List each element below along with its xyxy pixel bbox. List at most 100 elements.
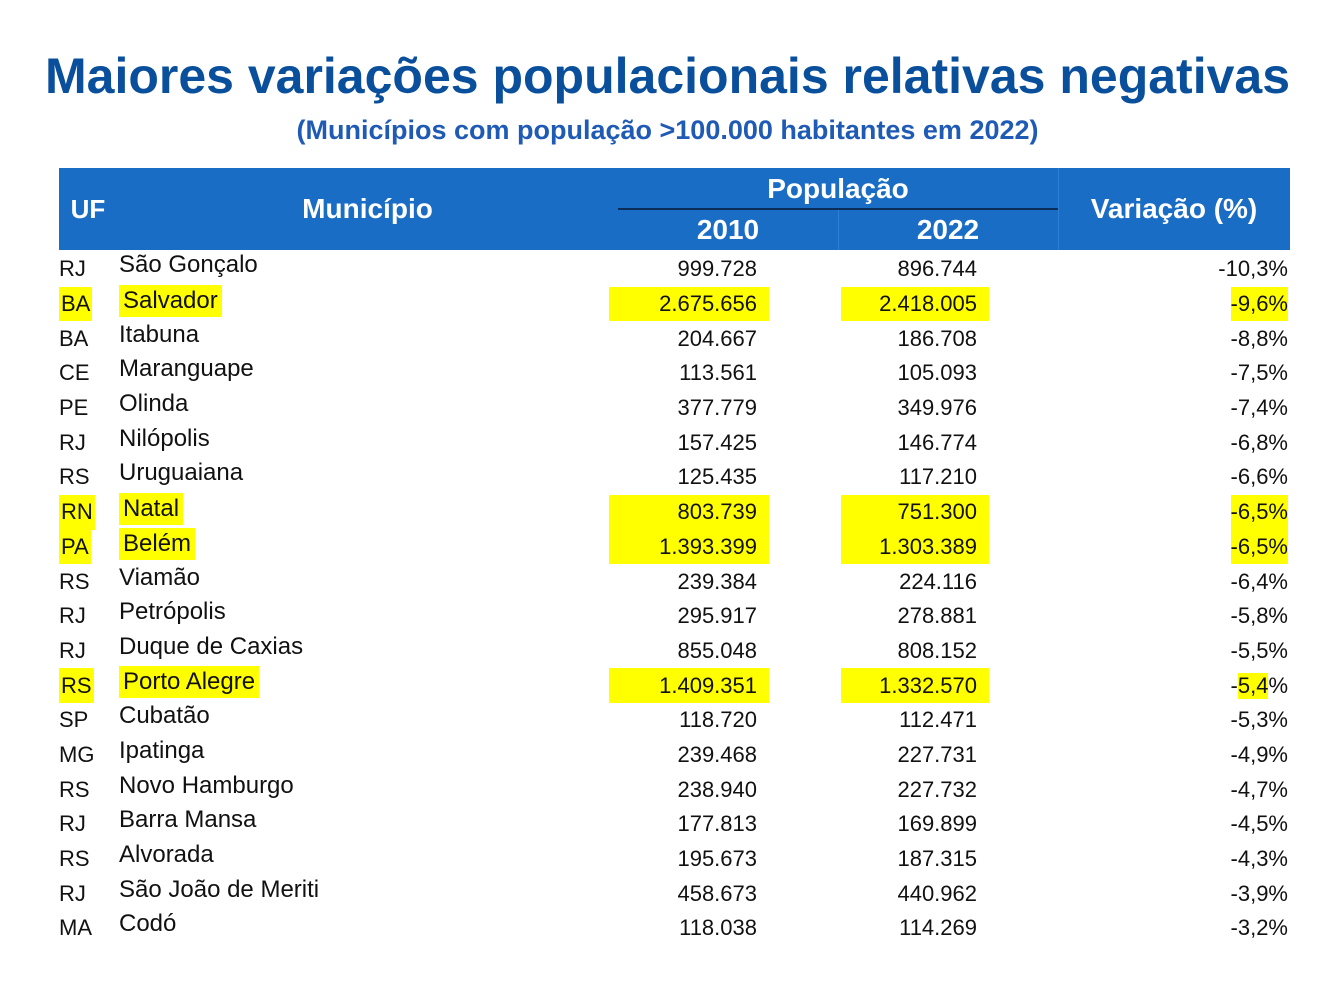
cell-population-2022: 440.962	[897, 880, 977, 906]
cell-variacao: -4,3%	[1230, 846, 1288, 872]
cell-population-2022: 278.881	[897, 603, 977, 629]
cell-population-2022: 808.152	[897, 637, 977, 663]
cell-uf: RJ	[59, 429, 86, 455]
cell-population-2022: 1.332.570	[841, 668, 989, 703]
cell-population-2010: 113.561	[679, 360, 757, 386]
cell-population-2010: 295.917	[677, 603, 757, 629]
cell-population-2010: 1.409.351	[609, 668, 769, 703]
header-municipio: Município	[302, 193, 433, 224]
cell-uf: RJ	[59, 811, 86, 837]
cell-population-2022: 227.732	[897, 776, 977, 802]
cell-variacao: -9,6%	[1230, 286, 1288, 322]
header-uf: UF	[70, 193, 106, 224]
header-variacao: Variação (%)	[1090, 193, 1258, 224]
cell-municipio: Natal	[119, 492, 184, 525]
cell-municipio: Barra Mansa	[119, 806, 257, 834]
cell-population-2022: 896.744	[897, 256, 977, 282]
cell-population-2022: 187.315	[897, 846, 977, 872]
cell-municipio: Salvador	[119, 284, 222, 317]
cell-variacao: -4,9%	[1230, 741, 1288, 767]
cell-population-2010: 118.038	[679, 915, 757, 941]
cell-uf: RJ	[59, 256, 86, 282]
cell-municipio: Belém	[119, 527, 196, 560]
cell-population-2022: 2.418.005	[841, 286, 989, 322]
cell-population-2022: 169.899	[897, 811, 977, 837]
cell-population-2022: 146.774	[897, 429, 977, 455]
cell-uf: RN	[59, 494, 95, 530]
cell-uf: PA	[59, 529, 91, 565]
cell-municipio: Uruguaiana	[119, 459, 244, 487]
cell-uf: RS	[59, 846, 90, 872]
cell-municipio: São Gonçalo	[119, 251, 258, 279]
cell-uf: RJ	[59, 603, 86, 629]
table-row: SP Cubatão 118.720 112.471 -5,3%	[59, 702, 1290, 738]
table-row: RS Porto Alegre 1.409.351 1.332.570 -5,4%	[59, 666, 1290, 703]
table-row: RS Uruguaiana 125.435 117.210 -6,6%	[59, 459, 1290, 495]
cell-uf: PE	[59, 395, 89, 421]
cell-population-2010: 855.048	[677, 637, 757, 663]
cell-population-2010: 458.673	[677, 880, 757, 906]
cell-municipio: Codó	[119, 910, 177, 938]
cell-municipio: Nilópolis	[119, 424, 210, 452]
cell-variacao: -6,8%	[1230, 429, 1288, 455]
cell-population-2022: 117.210	[899, 464, 977, 490]
cell-population-2010: 803.739	[609, 494, 769, 530]
page-title: Maiores variações populacionais relativa…	[44, 48, 1291, 104]
cell-uf: BA	[59, 325, 89, 351]
cell-variacao: -5,8%	[1230, 603, 1288, 629]
cell-uf: MG	[59, 741, 95, 767]
table-header: UF Município População 2010 2022 Variaçã…	[59, 168, 1290, 250]
table-row: BA Salvador 2.675.656 2.418.005 -9,6%	[59, 284, 1290, 322]
table-row: MA Codó 118.038 114.269 -3,2%	[59, 910, 1290, 946]
cell-population-2022: 1.303.389	[841, 529, 989, 565]
cell-uf: RS	[59, 568, 90, 594]
table-row: CE Maranguape 113.561 105.093 -7,5%	[59, 355, 1290, 391]
cell-population-2010: 125.435	[677, 464, 757, 490]
cell-uf: CE	[59, 360, 90, 386]
cell-variacao: -6,4%	[1230, 568, 1288, 594]
header-year-2010: 2010	[696, 214, 760, 245]
table-row: RS Alvorada 195.673 187.315 -4,3%	[59, 841, 1290, 877]
cell-municipio: Itabuna	[119, 320, 200, 348]
cell-variacao: -4,5%	[1230, 811, 1288, 837]
cell-variacao: -7,4%	[1230, 395, 1288, 421]
header-year-separator	[838, 210, 839, 250]
cell-population-2010: 204.667	[677, 325, 757, 351]
cell-population-2022: 349.976	[897, 395, 977, 421]
cell-variacao: -8,8%	[1230, 325, 1288, 351]
cell-municipio: Olinda	[119, 390, 189, 418]
cell-population-2010: 238.940	[677, 776, 757, 802]
cell-variacao: -3,2%	[1230, 915, 1288, 941]
cell-variacao: -6,5%	[1230, 529, 1288, 565]
header-divider	[618, 208, 1058, 210]
table-row: RS Novo Hamburgo 238.940 227.732 -4,7%	[59, 772, 1290, 807]
table-row: RS Viamão 239.384 224.116 -6,4%	[59, 564, 1290, 599]
cell-population-2022: 186.708	[897, 325, 977, 351]
cell-municipio: Petrópolis	[119, 598, 226, 626]
cell-municipio: São João de Meriti	[119, 875, 320, 903]
cell-population-2010: 118.720	[679, 707, 757, 733]
cell-population-2010: 239.384	[677, 568, 757, 594]
cell-population-2010: 239.468	[677, 741, 757, 767]
cell-population-2010: 377.779	[677, 395, 757, 421]
table-row: RJ São João de Meriti 458.673 440.962 -3,9%	[59, 876, 1290, 911]
table-row: RJ Petrópolis 295.917 278.881 -5,8%	[59, 598, 1290, 634]
cell-uf: RJ	[59, 880, 86, 906]
cell-variacao: -5,3%	[1230, 707, 1288, 733]
table-row: RN Natal 803.739 751.300 -6,5%	[59, 492, 1290, 530]
cell-uf: BA	[59, 286, 93, 322]
cell-population-2022: 105.093	[897, 360, 977, 386]
cell-variacao: -4,7%	[1230, 776, 1288, 802]
cell-uf: MA	[59, 915, 92, 941]
cell-population-2010: 1.393.399	[609, 529, 769, 565]
table-row: RJ Nilópolis 157.425 146.774 -6,8%	[59, 425, 1290, 460]
cell-municipio: Ipatinga	[119, 736, 205, 764]
header-variacao-separator	[1058, 168, 1059, 250]
cell-population-2010: 177.813	[677, 811, 757, 837]
cell-population-2022: 227.731	[897, 741, 977, 767]
cell-variacao: -6,6%	[1230, 464, 1288, 490]
cell-municipio: Porto Alegre	[119, 666, 260, 699]
cell-uf: RS	[59, 776, 90, 802]
table-body: RJ São Gonçalo 999.728 896.744 -10,3% BA Salva…	[59, 251, 1290, 946]
cell-population-2010: 2.675.656	[609, 286, 769, 322]
